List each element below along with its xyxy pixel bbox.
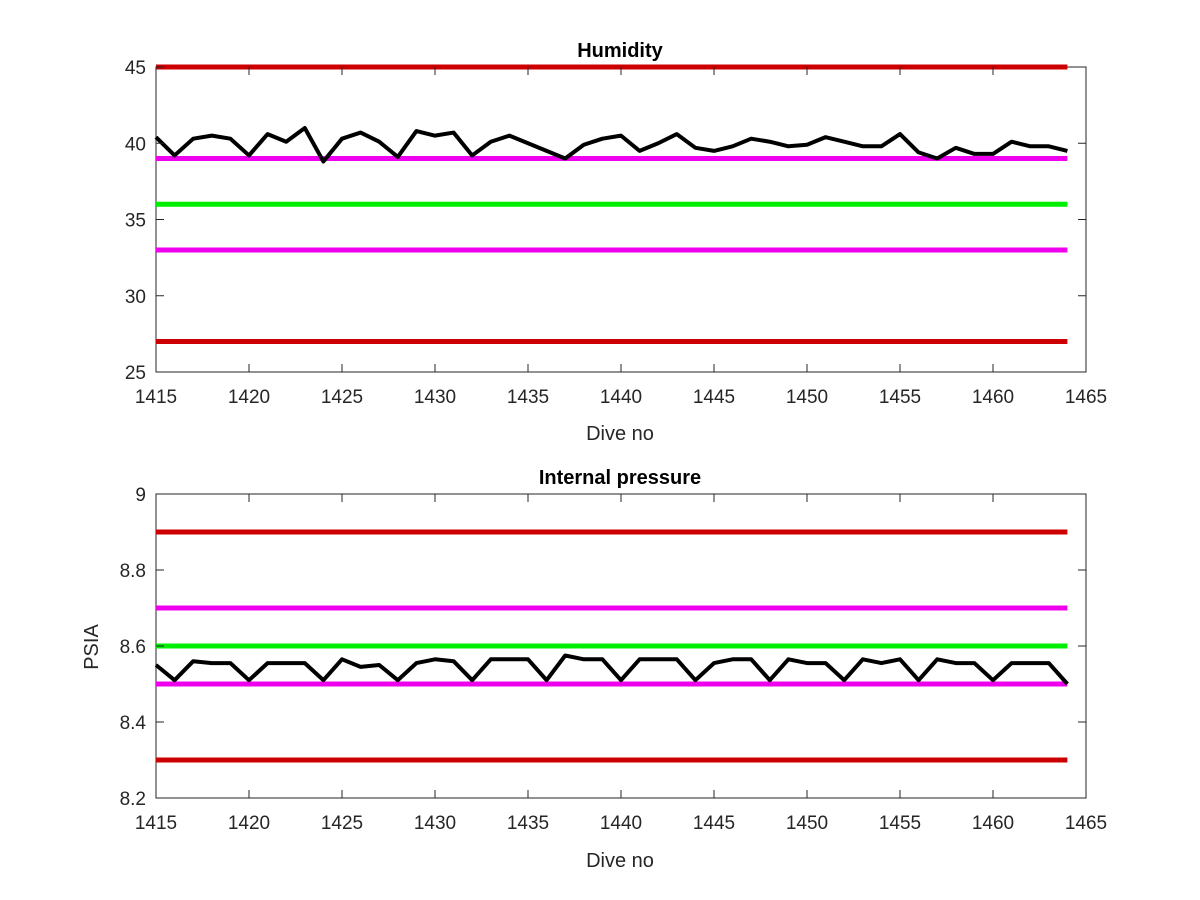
x-tick-label: 1450 [786, 387, 828, 408]
y-tick-label: 8.2 [120, 789, 146, 810]
plot-area: 1415 1420 1425 1430 1435 1440 1445 1450 1455 1460… [120, 485, 1108, 834]
x-tick-label: 1450 [786, 813, 828, 834]
series-line [154, 653, 1069, 686]
x-tick-label: 1420 [228, 813, 270, 834]
x-axis-label: Dive no [586, 850, 654, 872]
chart-title: Humidity [577, 40, 663, 62]
y-tick-label: 8.8 [120, 561, 146, 582]
x-tick-label: 1460 [972, 387, 1014, 408]
y-tick-label: 30 [125, 287, 146, 308]
humidity-chart: Humidity 1415 1420 1425 1430 1435 1440 1445 145… [125, 40, 1107, 445]
x-tick-label: 1420 [228, 387, 270, 408]
y-tick-label: 35 [125, 211, 146, 232]
y-tick-label: 25 [125, 363, 146, 384]
x-tick-label: 1440 [600, 813, 642, 834]
x-tick-label: 1415 [135, 813, 177, 834]
x-tick-label: 1415 [135, 387, 177, 408]
x-tick-label: 1425 [321, 387, 363, 408]
x-tick-label: 1445 [693, 387, 735, 408]
x-tick-label: 1455 [879, 387, 921, 408]
x-tick-label: 1440 [600, 387, 642, 408]
x-tick-label: 1465 [1065, 813, 1107, 834]
internal-pressure-chart: Internal pressure 1415 1420 1425 1430 1435 14… [81, 467, 1107, 872]
x-axis-label: Dive no [586, 423, 654, 445]
y-axis-label: PSIA [81, 624, 103, 670]
x-tick-label: 1435 [507, 387, 549, 408]
series-line [154, 126, 1068, 164]
x-tick-label: 1425 [321, 813, 363, 834]
y-tick-label: 9 [135, 485, 146, 506]
x-tick-label: 1430 [414, 813, 456, 834]
plot-area: 1415 1420 1425 1430 1435 1440 1445 1450 1455 1460… [125, 58, 1107, 408]
x-tick-label: 1445 [693, 813, 735, 834]
x-tick-label: 1455 [879, 813, 921, 834]
y-tick-label: 8.4 [120, 713, 147, 734]
y-tick-label: 8.6 [120, 637, 146, 658]
x-tick-label: 1465 [1065, 387, 1107, 408]
x-tick-label: 1430 [414, 387, 456, 408]
y-tick-label: 40 [125, 134, 146, 155]
x-tick-label: 1435 [507, 813, 549, 834]
y-tick-label: 45 [125, 58, 146, 79]
chart-title: Internal pressure [539, 467, 701, 489]
x-tick-label: 1460 [972, 813, 1014, 834]
